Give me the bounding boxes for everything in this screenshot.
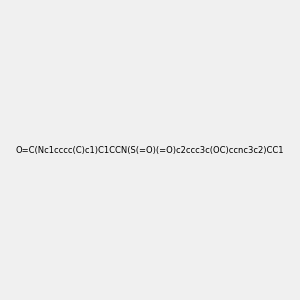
Text: O=C(Nc1cccc(C)c1)C1CCN(S(=O)(=O)c2ccc3c(OC)ccnc3c2)CC1: O=C(Nc1cccc(C)c1)C1CCN(S(=O)(=O)c2ccc3c(…: [16, 146, 284, 154]
